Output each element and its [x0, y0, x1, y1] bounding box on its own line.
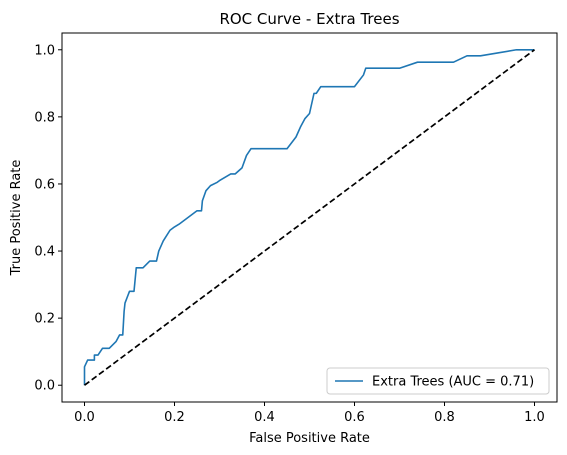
x-tick-label: 1.0 — [524, 410, 545, 425]
y-axis-ticks: 0.0 0.2 0.4 0.6 0.8 1.0 — [34, 43, 62, 394]
y-tick-label: 0.2 — [34, 312, 55, 327]
x-axis-label: False Positive Rate — [249, 431, 370, 446]
x-tick-label: 0.2 — [164, 410, 185, 425]
legend-box — [326, 367, 550, 395]
y-axis-label: True Positive Rate — [9, 160, 24, 277]
plot-frame — [61, 32, 558, 403]
y-tick-label: 0.8 — [34, 110, 55, 125]
y-tick-label: 0.0 — [34, 379, 55, 394]
y-tick-label: 0.6 — [34, 177, 55, 192]
x-tick-label: 0.8 — [434, 410, 455, 425]
roc-curve-extra-trees — [83, 48, 535, 386]
chance-line — [83, 49, 536, 386]
plot-area — [83, 48, 536, 386]
legend: Extra Trees (AUC = 0.71) — [326, 367, 550, 395]
x-tick-label: 0.4 — [254, 410, 275, 425]
x-axis-ticks: 0.0 0.2 0.4 0.6 0.8 1.0 — [74, 402, 545, 425]
x-tick-label: 0.0 — [74, 410, 95, 425]
x-tick-label: 0.6 — [344, 410, 365, 425]
y-tick-label: 1.0 — [34, 43, 55, 58]
legend-label-extra-trees: Extra Trees (AUC = 0.71) — [372, 375, 534, 390]
y-tick-label: 0.4 — [34, 245, 55, 260]
chart-title: ROC Curve - Extra Trees — [219, 10, 399, 28]
